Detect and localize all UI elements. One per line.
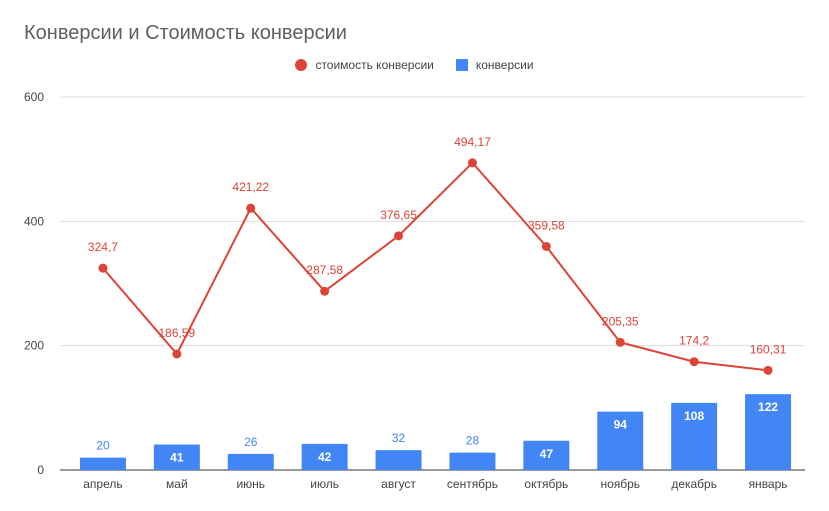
cost-value-label: 186,59	[158, 326, 195, 340]
cost-point	[98, 263, 108, 273]
x-tick-label: май	[166, 477, 188, 491]
bar-value-label: 28	[466, 434, 480, 448]
cost-point	[467, 158, 477, 168]
cost-value-label: 376,65	[380, 208, 417, 222]
cost-line	[102, 161, 769, 372]
bar	[375, 450, 422, 470]
y-tick-label: 0	[37, 463, 44, 477]
cost-value-label: 421,22	[232, 180, 269, 194]
bar-value-label: 122	[758, 400, 778, 414]
bar-value-label: 20	[96, 439, 110, 453]
x-tick-label: сентябрь	[447, 477, 498, 491]
x-tick-label: июнь	[236, 477, 265, 491]
y-tick-label: 200	[24, 339, 44, 353]
x-tick-label: январь	[749, 477, 788, 491]
x-tick-label: апрель	[83, 477, 122, 491]
bar	[153, 444, 200, 470]
bar-value-label: 42	[318, 450, 332, 464]
cost-value-label: 174,2	[679, 334, 709, 348]
bar-value-label: 47	[540, 447, 554, 461]
legend-cost-label: стоимость конверсии	[315, 58, 434, 72]
x-tick-label: октябрь	[524, 477, 568, 491]
bar	[597, 411, 644, 470]
cost-point	[394, 231, 404, 241]
bar	[671, 402, 718, 470]
bar	[301, 443, 348, 470]
y-tick-label: 400	[24, 214, 44, 228]
cost-point	[615, 337, 625, 347]
cost-value-label: 324,7	[88, 240, 118, 254]
cost-point	[763, 365, 773, 375]
legend-item-cost[interactable]: стоимость конверсии	[295, 58, 434, 72]
cost-point	[172, 349, 182, 359]
cost-point	[541, 241, 551, 251]
legend-conversions-swatch	[455, 59, 468, 71]
legend: стоимость конверсии конверсии	[0, 58, 829, 72]
bar-value-label: 26	[244, 435, 258, 449]
cost-value-label: 359,58	[528, 218, 565, 232]
cost-point	[246, 203, 256, 213]
chart-title: Конверсии и Стоимость конверсии	[24, 22, 347, 44]
y-tick-label: 600	[24, 90, 44, 104]
legend-cost-swatch	[295, 59, 308, 71]
bar-value-label: 108	[684, 409, 704, 423]
cost-point	[689, 357, 699, 367]
bar-value-label: 32	[392, 431, 406, 445]
bar	[227, 453, 274, 470]
x-tick-label: декабрь	[671, 477, 717, 491]
cost-point	[320, 286, 330, 296]
x-tick-label: ноябрь	[600, 477, 640, 491]
bar	[523, 440, 570, 470]
cost-value-label: 160,31	[750, 342, 787, 356]
x-tick-label: август	[381, 477, 416, 491]
bar	[79, 457, 126, 470]
legend-conversions-label: конверсии	[475, 58, 534, 72]
x-tick-label: июль	[310, 477, 339, 491]
bar	[449, 452, 496, 470]
cost-value-label: 287,58	[306, 263, 343, 277]
cost-value-label: 494,17	[454, 135, 491, 149]
cost-value-label: 205,35	[602, 314, 639, 328]
bar-value-label: 94	[614, 418, 628, 432]
bar	[745, 394, 792, 470]
bar-value-label: 41	[170, 451, 184, 465]
legend-item-conversions[interactable]: конверсии	[455, 58, 534, 72]
